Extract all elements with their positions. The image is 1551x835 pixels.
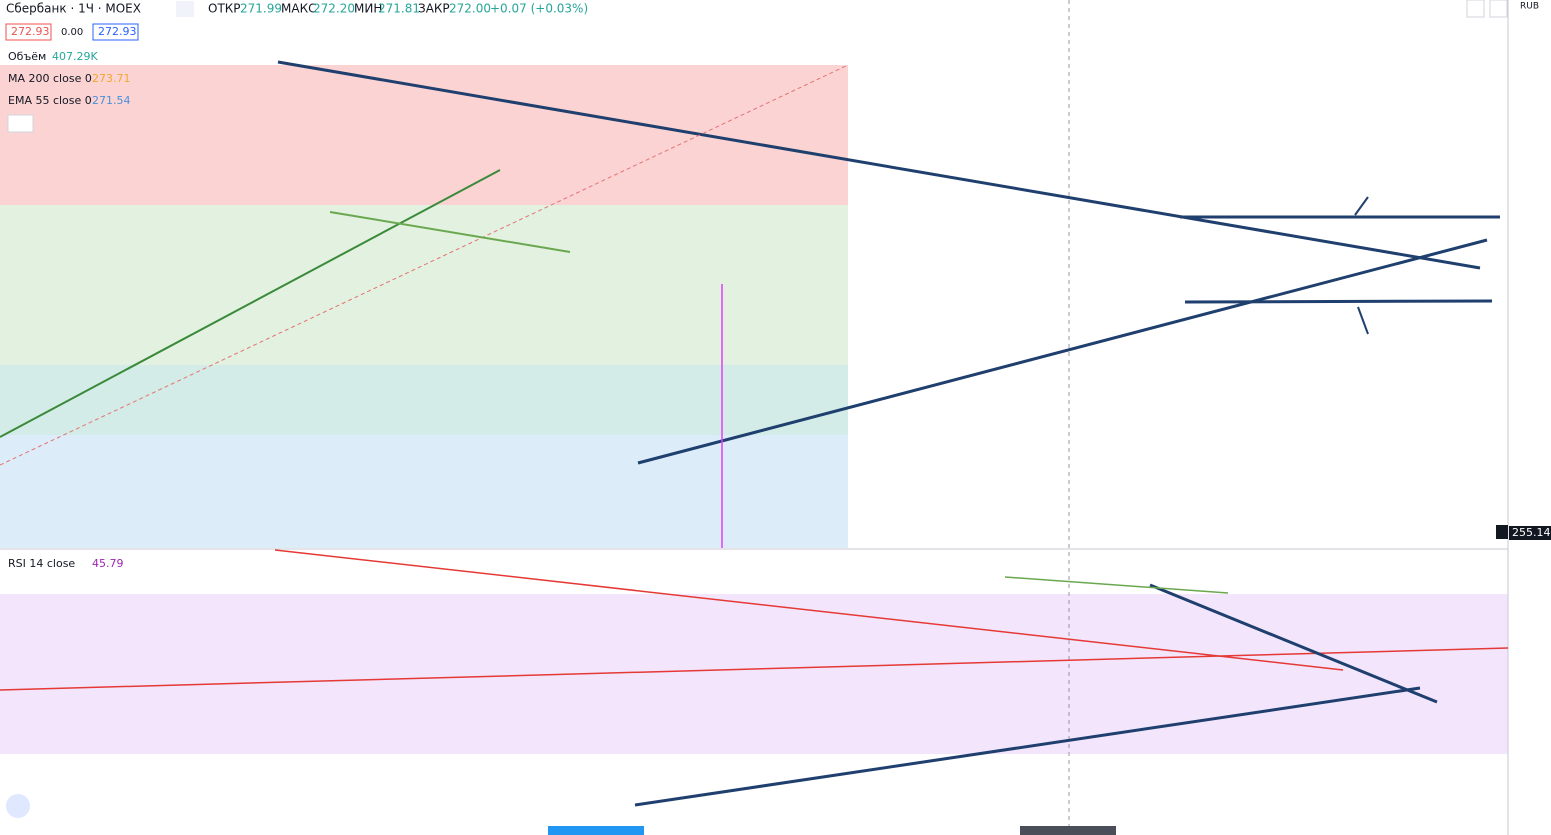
zone	[0, 435, 848, 548]
currency: RUB	[1520, 2, 1539, 12]
ohlc-value: 271.99	[240, 2, 282, 16]
logo	[6, 794, 30, 818]
icon[interactable]	[176, 1, 194, 17]
rsi-trendline	[274, 549, 1344, 671]
header-bg	[0, 0, 960, 20]
rsi-band	[0, 594, 1508, 754]
drawings	[0, 60, 1509, 807]
trendline	[637, 238, 1488, 465]
ohlc-change: +0.07 (+0.03%)	[490, 2, 588, 16]
buy-price: 272.93	[98, 25, 137, 38]
ohlc-value: 272.20	[313, 2, 355, 16]
legend-name: Объём	[8, 50, 46, 63]
legend-value: 407.29K	[52, 50, 98, 63]
ohlc-value: 271.81	[378, 2, 420, 16]
spread: 0.00	[61, 27, 83, 38]
sell-price: 272.93	[11, 25, 50, 38]
trendline	[329, 211, 571, 253]
rsi-trendline	[1149, 583, 1438, 704]
rsi-trendline	[634, 686, 1421, 807]
rsi-trendline	[0, 647, 1509, 691]
trendline	[277, 60, 1481, 270]
ohlc-value: 272.00	[449, 2, 491, 16]
cursor-price: 255.14	[1512, 526, 1551, 539]
rsi-trendline	[1004, 576, 1229, 594]
arrow	[1357, 306, 1369, 335]
time-marker	[1020, 826, 1116, 835]
trendline	[0, 64, 849, 466]
buy-button[interactable]	[92, 23, 139, 41]
arrow	[1354, 196, 1369, 216]
time-marker	[548, 826, 644, 835]
zones	[0, 0, 1509, 835]
ohlc-label: МИН	[354, 2, 382, 16]
scroll-button[interactable]	[1466, 0, 1485, 18]
ohlc-label: МАКС	[281, 2, 316, 16]
ohlc-label: ОТКР	[208, 2, 241, 16]
ohlc-label: ЗАКР	[418, 2, 450, 16]
trendline	[0, 169, 501, 438]
legend-name: RSI 14 close	[8, 557, 75, 570]
legend-name: EMA 55 close 0	[8, 94, 92, 107]
sell-button[interactable]	[5, 23, 52, 41]
zone	[0, 205, 848, 365]
cursor-box	[1509, 526, 1551, 540]
symbol: Сбербанк · 1Ч · MOEX	[6, 2, 141, 16]
legend-value: 45.79	[92, 557, 124, 570]
legend-name: MA 200 close 0	[8, 72, 92, 85]
zone	[0, 365, 848, 435]
legend-value: 273.71	[92, 72, 131, 85]
trendline	[1184, 299, 1493, 304]
add-button[interactable]	[1496, 525, 1508, 539]
maximize-button[interactable]	[1489, 0, 1508, 18]
collapse-button[interactable]	[7, 114, 34, 133]
legend-value: 271.54	[92, 94, 131, 107]
